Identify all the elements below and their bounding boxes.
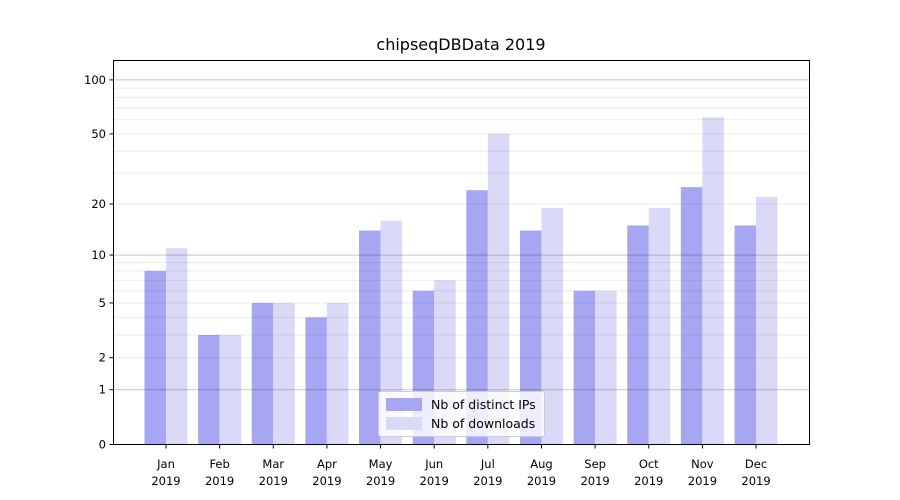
x-tick-label-year: 2019 — [741, 474, 770, 488]
x-tick-label-year: 2019 — [205, 474, 234, 488]
x-tick-label-year: 2019 — [634, 474, 663, 488]
x-tick-label-month: Sep — [584, 457, 606, 471]
x-tick-label-year: 2019 — [527, 474, 556, 488]
legend-label-distinct-ips: Nb of distinct IPs — [431, 397, 536, 412]
y-tick-label: 0 — [99, 438, 106, 452]
y-tick-label: 20 — [91, 197, 106, 211]
x-tick-label-month: Dec — [745, 457, 767, 471]
legend-swatch-distinct-ips-icon — [386, 398, 422, 411]
x-tick-label-month: Oct — [639, 457, 659, 471]
x-tick-label-month: Jul — [480, 457, 495, 471]
legend: Nb of distinct IPs Nb of downloads — [378, 391, 545, 437]
bar-downloads-jan — [166, 248, 188, 445]
bar-downloads-feb — [219, 334, 242, 445]
x-tick-label-year: 2019 — [312, 474, 341, 488]
bar-downloads-jul — [487, 133, 510, 445]
bar-distinct-ips-oct — [627, 225, 649, 445]
y-tick-label: 2 — [99, 351, 106, 365]
x-tick-label-year: 2019 — [580, 474, 609, 488]
bar-downloads-oct — [648, 207, 671, 445]
bar-downloads-may — [380, 220, 403, 445]
legend-item-distinct-ips: Nb of distinct IPs — [386, 397, 536, 412]
bar-downloads-sep — [595, 290, 617, 445]
bar-downloads-apr — [326, 302, 349, 445]
x-tick-label-month: Feb — [209, 457, 229, 471]
legend-swatch-downloads-icon — [386, 417, 422, 430]
plot-border — [113, 60, 810, 445]
bar-distinct-ips-dec — [734, 225, 757, 445]
legend-item-downloads: Nb of downloads — [386, 416, 536, 431]
bar-downloads-aug — [541, 207, 563, 445]
bar-distinct-ips-jan — [144, 270, 166, 445]
x-tick-label-month: Jan — [156, 457, 175, 471]
y-tick-label: 50 — [91, 127, 106, 141]
y-tick-label: 1 — [99, 383, 106, 397]
x-tick-label-month: Apr — [317, 457, 337, 471]
bar-downloads-mar — [273, 302, 295, 445]
bar-distinct-ips-sep — [573, 290, 596, 445]
bar-downloads-nov — [702, 117, 724, 445]
x-tick-label-year: 2019 — [420, 474, 449, 488]
y-tick-label: 100 — [84, 73, 106, 87]
x-tick-label-year: 2019 — [366, 474, 395, 488]
x-tick-label-year: 2019 — [151, 474, 180, 488]
legend-label-downloads: Nb of downloads — [431, 416, 536, 431]
chart-title: chipseqDBData 2019 — [376, 35, 546, 54]
x-tick-label-month: Jun — [424, 457, 443, 471]
x-tick-label-month: Aug — [530, 457, 552, 471]
bar-distinct-ips-nov — [680, 187, 703, 445]
bar-distinct-ips-feb — [198, 334, 220, 445]
bar-downloads-dec — [756, 196, 778, 445]
bar-distinct-ips-mar — [251, 302, 274, 445]
x-tick-label-year: 2019 — [473, 474, 502, 488]
bar-distinct-ips-jul — [466, 190, 488, 445]
y-tick-label: 10 — [91, 248, 106, 262]
x-tick-label-year: 2019 — [259, 474, 288, 488]
x-tick-label-year: 2019 — [688, 474, 717, 488]
bar-distinct-ips-may — [359, 230, 381, 445]
bar-distinct-ips-apr — [305, 317, 327, 445]
x-tick-label-month: Mar — [262, 457, 284, 471]
x-tick-label-month: May — [369, 457, 393, 471]
y-tick-label: 5 — [99, 296, 106, 310]
x-tick-label-month: Nov — [691, 457, 714, 471]
